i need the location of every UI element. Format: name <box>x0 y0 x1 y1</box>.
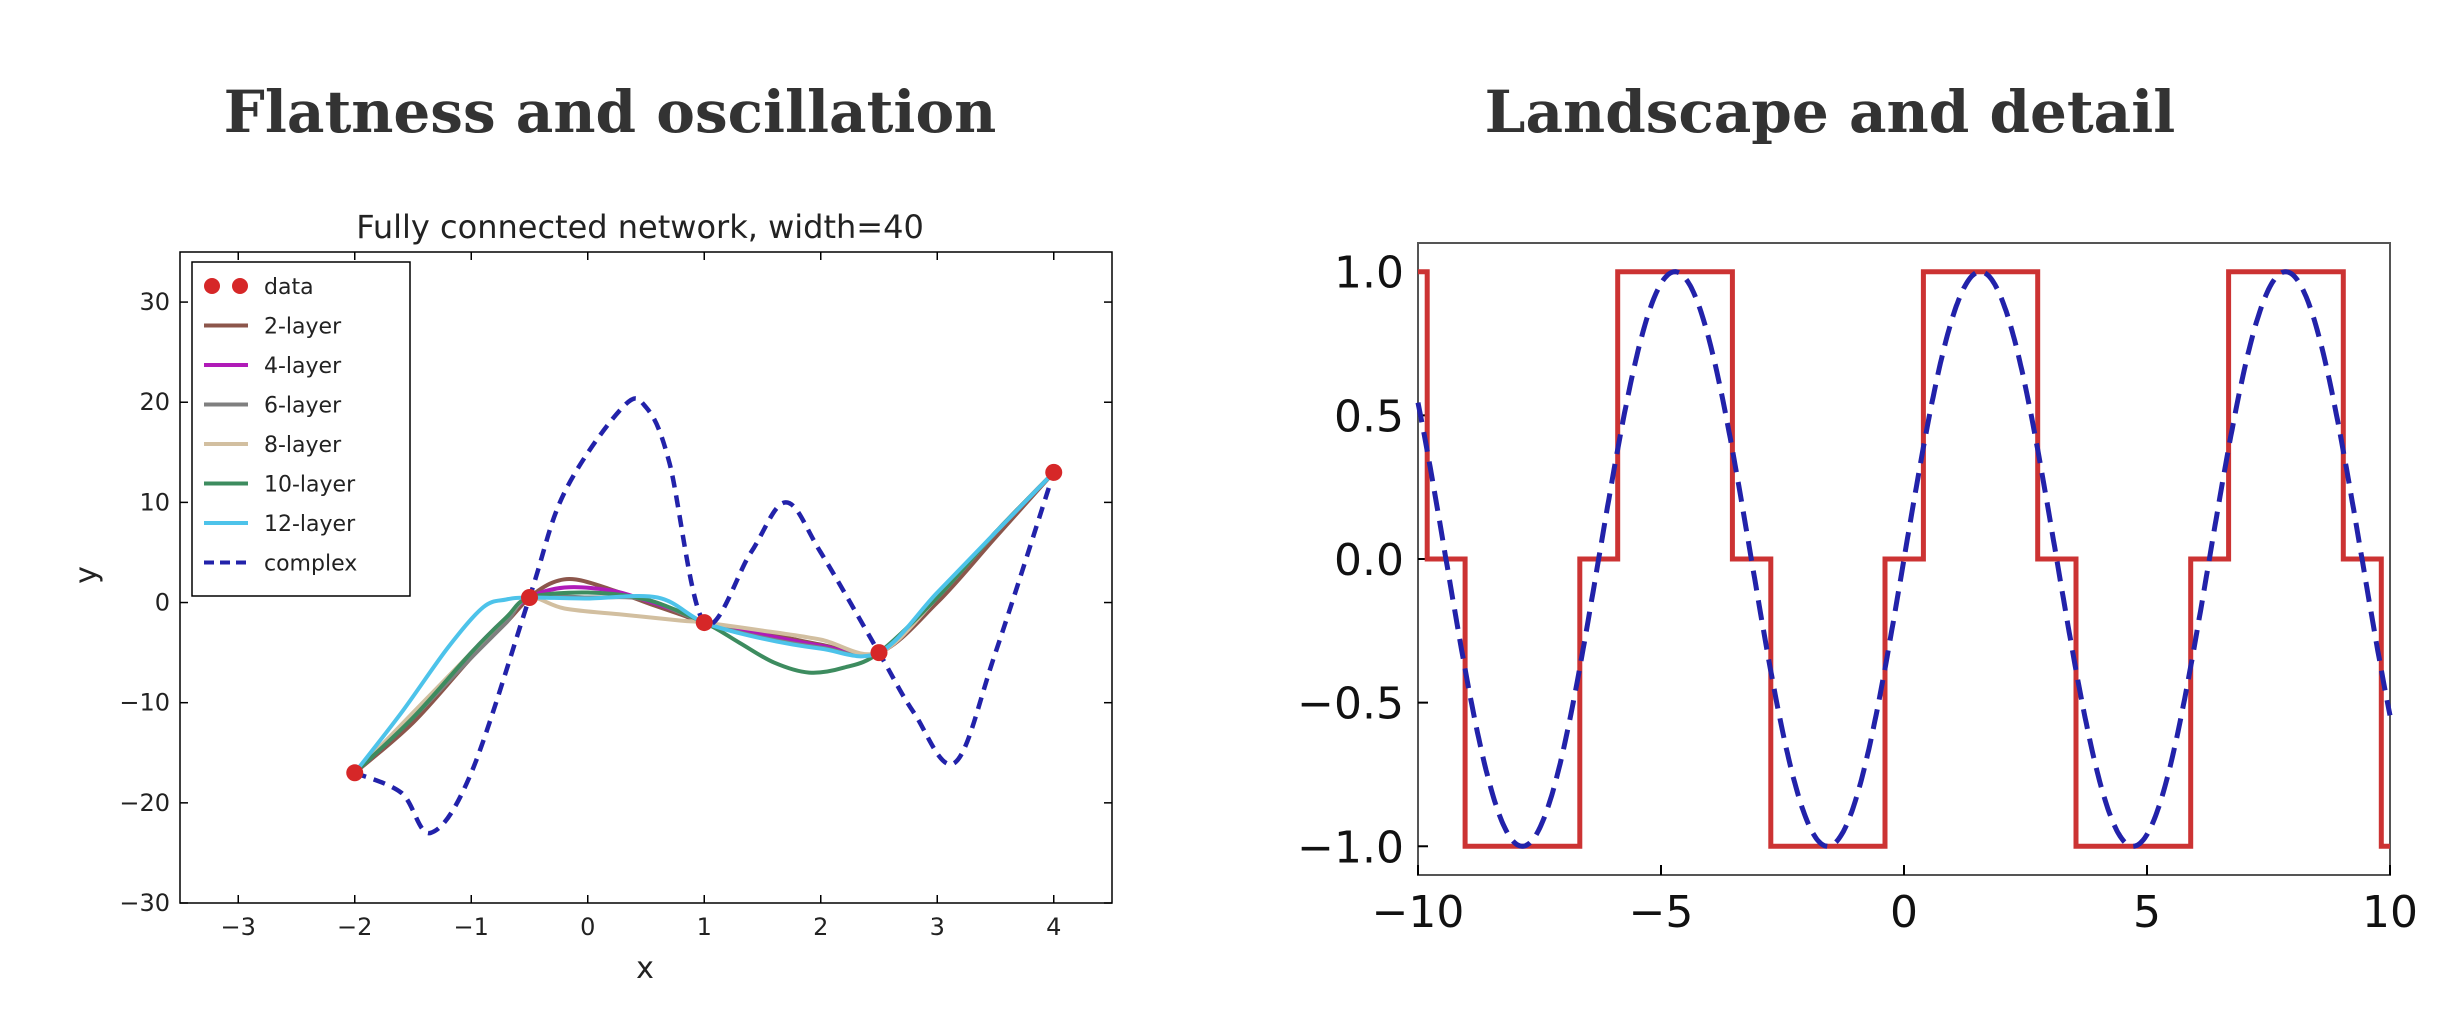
series-10-layer-line <box>353 470 1056 775</box>
legend-label-complex: complex <box>264 552 357 577</box>
chart1-y-tick-label: 0 <box>155 589 170 617</box>
legend-label-8-layer: 8-layer <box>264 433 342 458</box>
data-point <box>346 764 364 782</box>
chart1-y-tick-label: 20 <box>139 388 170 416</box>
chart1-x-tick-label: 2 <box>813 913 828 941</box>
chart1-frame <box>179 251 1113 904</box>
legend-label-data: data <box>264 275 314 300</box>
legend-marker-data-a <box>204 278 220 294</box>
chart1-title: Fully connected network, width=40 <box>356 208 924 246</box>
series-12-layer-line <box>353 470 1056 775</box>
legend-label-6-layer: 6-layer <box>264 394 342 419</box>
chart1-y-label: y <box>69 566 104 584</box>
chart1-x-tick-label: 1 <box>697 913 712 941</box>
chart1-y-tick-label: −20 <box>119 789 170 817</box>
legend-box <box>191 261 411 597</box>
legend-label-4-layer: 4-layer <box>264 354 342 379</box>
left-heading: Flatness and oscillation <box>223 78 997 146</box>
chart1-x-tick-label: 4 <box>1046 913 1061 941</box>
legend-label-12-layer: 12-layer <box>264 512 356 537</box>
chart1-legend: data 2-layer 4-layer 6-layer 8-layer 10-layer… <box>191 261 411 597</box>
legend-label-2-layer: 2-layer <box>264 315 342 340</box>
right-heading: Landscape and detail <box>1484 78 2176 146</box>
chart1-x-tick-label: −3 <box>221 913 256 941</box>
chart1-x-label: x <box>636 951 654 986</box>
chart1-x-tick-label: −1 <box>454 913 489 941</box>
data-point <box>1045 463 1063 481</box>
chart1-x-tick-label: −2 <box>337 913 372 941</box>
chart1-y-tick-label: 10 <box>139 488 170 516</box>
series-complex-line <box>353 396 1056 836</box>
chart1-y-tick-label: 30 <box>139 288 170 316</box>
chart1-y-tick-label: −30 <box>119 889 170 917</box>
legend-marker-data-b <box>232 278 248 294</box>
chart1-y-tick-label: −10 <box>119 689 170 717</box>
chart1-x-tick-label: 3 <box>930 913 945 941</box>
chart1-x-tick-label: 0 <box>580 913 595 941</box>
legend-label-10-layer: 10-layer <box>264 473 356 498</box>
data-point <box>521 589 538 607</box>
data-point <box>695 614 713 632</box>
data-point <box>870 644 888 662</box>
